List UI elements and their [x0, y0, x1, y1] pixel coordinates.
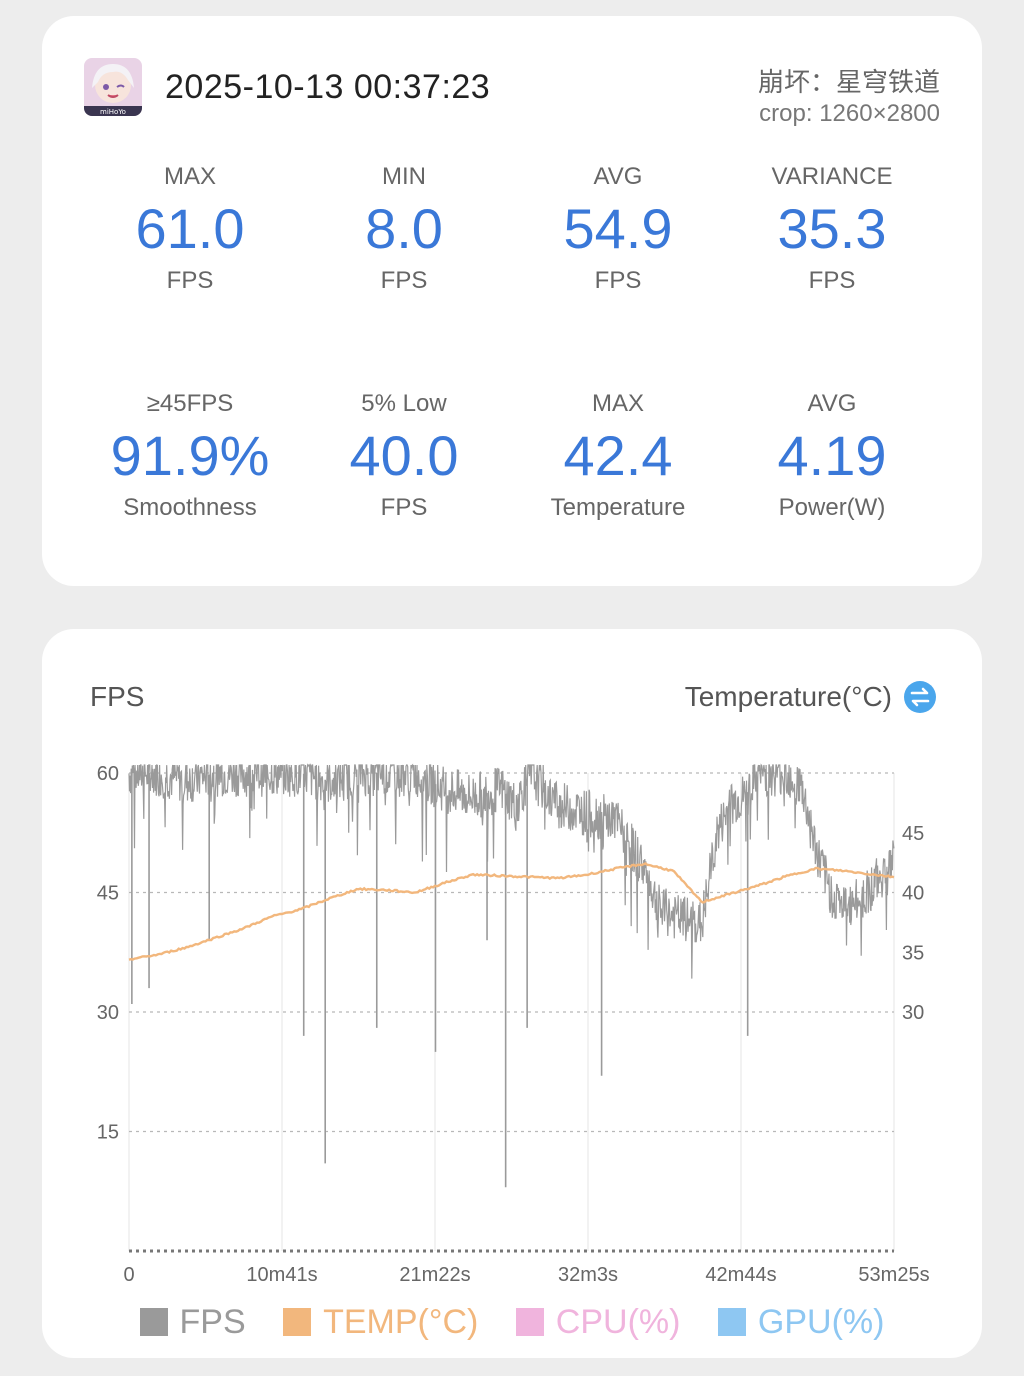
legend-label-fps: FPS [179, 1302, 246, 1341]
x-tick-label: 53m25s [858, 1264, 929, 1286]
right-axis-title: Temperature(°C) [684, 681, 892, 712]
stat-value: 54.9 [563, 197, 673, 260]
stat-0: MAX 61.0 FPS [83, 162, 297, 296]
temp-series-line [128, 862, 895, 961]
session-datetime: 2025-10-13 00:37:23 [165, 68, 491, 106]
x-tick-label: 21m22s [399, 1264, 470, 1286]
stat-unit: Smoothness [123, 494, 257, 521]
stat-value: 35.3 [777, 197, 887, 260]
y-left-tick-label: 30 [97, 1002, 119, 1024]
stat-label: VARIANCE [771, 163, 893, 190]
stat-unit: FPS [380, 494, 428, 521]
game-avatar-icon: miHoYo [84, 58, 142, 116]
legend-item-gpu[interactable]: GPU(%) [717, 1302, 885, 1342]
legend-item-temp[interactable]: TEMP(°C) [283, 1303, 478, 1342]
stat-value: 42.4 [563, 424, 673, 487]
chart-card: FPS Temperature(°C) 0 10m41s 21m22s 32m3s 42… [42, 629, 982, 1358]
legend-item-cpu[interactable]: CPU(%) [515, 1302, 681, 1342]
x-tick-label: 42m44s [705, 1264, 776, 1286]
stat-value: 8.0 [365, 197, 443, 260]
stat-label: 5% Low [361, 390, 447, 417]
y-right-tick-label: 30 [902, 1002, 924, 1024]
fps-swatch-icon [139, 1307, 168, 1336]
gpu-swatch-icon [717, 1307, 746, 1336]
fps-series-line [128, 763, 895, 979]
swap-axis-icon[interactable] [904, 681, 936, 713]
temp-swatch-icon [283, 1307, 312, 1336]
legend-label-gpu: GPU(%) [757, 1302, 885, 1341]
x-tick-label: 0 [123, 1264, 134, 1286]
crop-resolution: crop: 1260×2800 [759, 100, 940, 127]
stat-2: AVG 54.9 FPS [511, 162, 725, 296]
stat-6: MAX 42.4 Temperature [511, 389, 725, 523]
avatar-logo-text: miHoYo [100, 108, 126, 116]
stat-value: 40.0 [349, 424, 459, 487]
stat-3: VARIANCE 35.3 FPS [725, 162, 939, 296]
fps-temperature-chart: 0 10m41s 21m22s 32m3s 42m44s 53m25s 60 45 30 15 45… [97, 763, 930, 1286]
stat-unit: Temperature [550, 494, 686, 521]
y-right-tick-label: 45 [902, 823, 924, 845]
legend-label-temp: TEMP(°C) [323, 1302, 479, 1341]
stat-value: 61.0 [135, 197, 245, 260]
y-left-tick-label: 45 [97, 883, 119, 905]
y-left-tick-label: 15 [97, 1122, 119, 1144]
stat-unit: FPS [594, 267, 642, 294]
legend-label-cpu: CPU(%) [555, 1302, 681, 1341]
game-title: 崩坏：星穹铁道 [757, 68, 940, 98]
chart-legend: FPS TEMP(°C) CPU(%) GPU(%) [42, 1301, 982, 1342]
x-tick-label: 32m3s [558, 1264, 618, 1286]
x-tick-label: 10m41s [246, 1264, 317, 1286]
stat-1: MIN 8.0 FPS [297, 162, 511, 296]
stat-unit: FPS [380, 267, 428, 294]
stat-label: MAX [591, 390, 644, 417]
stat-7: AVG 4.19 Power(W) [725, 389, 939, 523]
cpu-swatch-icon [515, 1307, 544, 1336]
stat-label: MAX [163, 163, 216, 190]
stat-label: MIN [382, 163, 426, 190]
stat-unit: FPS [166, 267, 214, 294]
stat-5: 5% Low 40.0 FPS [297, 389, 511, 523]
summary-card: miHoYo 2025-10-13 00:37:23 崩坏：星穹铁道 crop:… [42, 16, 982, 586]
stat-value: 4.19 [777, 424, 887, 487]
legend-item-fps[interactable]: FPS [139, 1302, 246, 1342]
left-axis-title: FPS [90, 681, 145, 712]
y-right-tick-label: 35 [902, 942, 924, 964]
stat-label: ≥45FPS [146, 390, 234, 417]
y-left-tick-label: 60 [97, 763, 119, 785]
stat-label: AVG [593, 163, 643, 190]
stat-label: AVG [807, 390, 857, 417]
stat-unit: FPS [808, 267, 856, 294]
stat-4: ≥45FPS 91.9% Smoothness [83, 389, 297, 523]
y-right-tick-label: 40 [902, 883, 924, 905]
stat-value: 91.9% [110, 424, 270, 487]
stat-unit: Power(W) [778, 494, 886, 521]
